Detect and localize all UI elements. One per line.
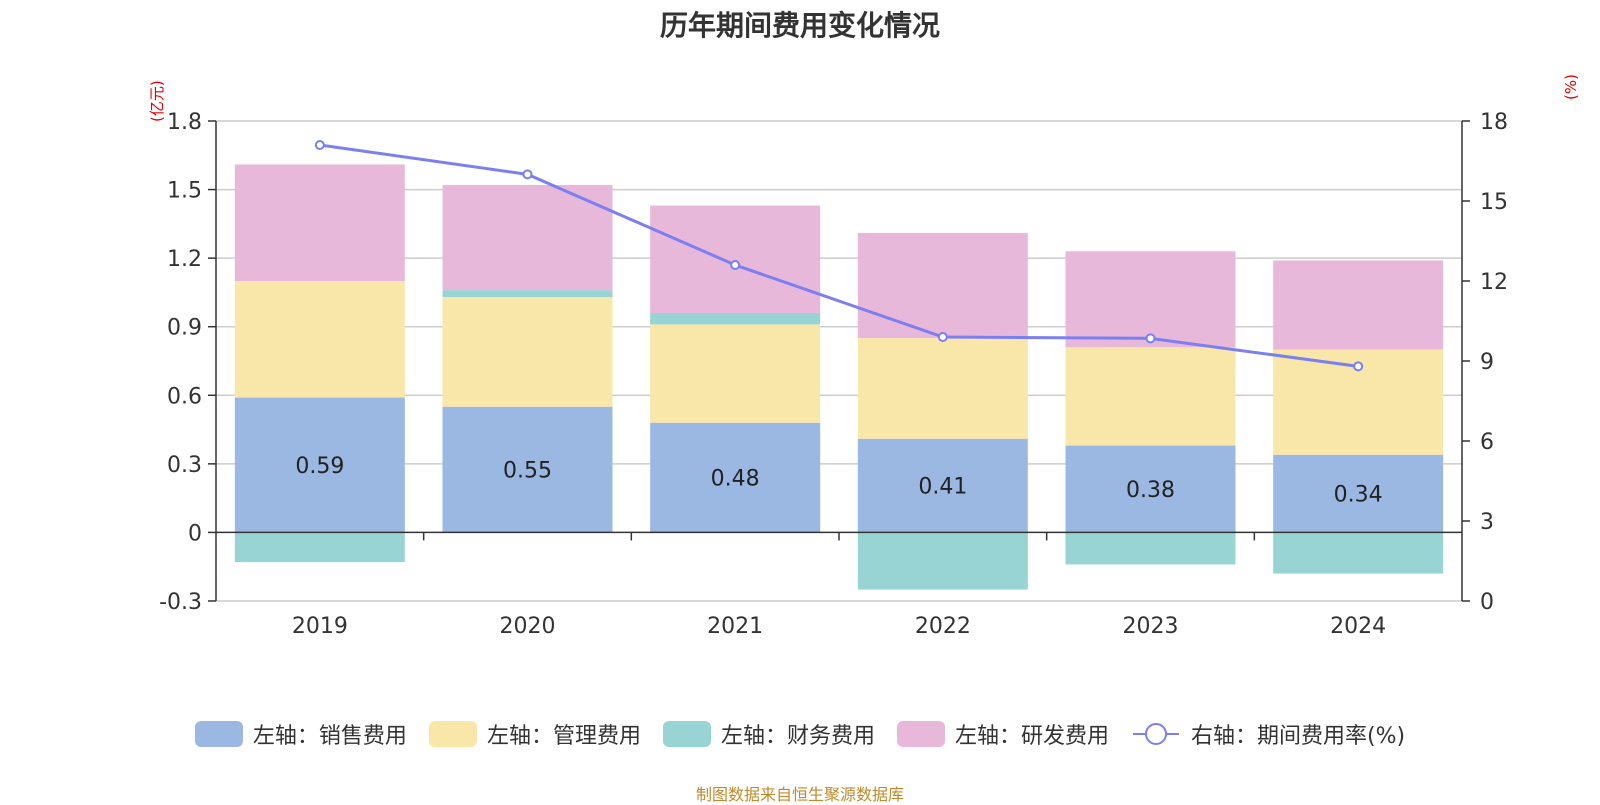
legend-item-admin[interactable]: 左轴：管理费用: [428, 718, 641, 750]
right-axis-tick-label: 12: [1480, 270, 1508, 295]
left-axis-unit: (亿元): [148, 80, 166, 122]
data-label-sales-2022: 0.41: [918, 475, 967, 500]
legend-item-sales[interactable]: 左轴：销售费用: [194, 718, 407, 750]
left-axis-tick-label: 1.5: [167, 179, 202, 204]
bar-rd-2024: [1273, 260, 1444, 350]
bar-sales-2022: [857, 438, 1028, 533]
bar-rd-2021: [650, 205, 821, 313]
left-axis-tick-label: 1.2: [167, 247, 202, 272]
bar-sales-2024: [1273, 454, 1444, 533]
bar-finance-2020: [442, 290, 613, 297]
left-axis-tick-label: 0.9: [167, 316, 202, 341]
x-axis-label-2021: 2021: [707, 614, 763, 639]
left-axis-tick-label: 1.8: [167, 110, 202, 135]
x-axis-label-2019: 2019: [292, 614, 348, 639]
expense-rate-point-2019: [314, 140, 325, 150]
expense-rate-point-2023: [1145, 333, 1156, 344]
left-axis-tick-label: 0: [188, 521, 202, 546]
bar-admin-2023: [1065, 347, 1236, 446]
expense-rate-line: [319, 143, 1359, 368]
bar-admin-2021: [650, 324, 821, 423]
legend-item-finance[interactable]: 左轴：财务费用: [662, 718, 875, 750]
data-label-sales-2019: 0.59: [295, 454, 344, 479]
left-axis-tick-label: 0.3: [167, 453, 202, 478]
right-axis-tick-label: 3: [1480, 510, 1494, 535]
legend-label-sales: 左轴：销售费用: [252, 724, 407, 749]
right-axis-tick-label: 6: [1480, 430, 1494, 455]
expense-rate-point-2022: [937, 332, 948, 342]
bar-sales-2019: [234, 397, 405, 533]
legend-swatch-sales: [194, 721, 243, 747]
legend-item-rate[interactable]: 右轴：期间费用率(%): [1131, 718, 1405, 750]
bar-finance-2022: [857, 532, 1028, 590]
legend-swatch-rate: [1132, 723, 1179, 745]
bar-admin-2022: [857, 338, 1028, 439]
expense-rate-point-2021: [730, 260, 741, 270]
left-axis-tick-label: 0.6: [167, 384, 202, 409]
data-label-sales-2023: 0.38: [1126, 478, 1175, 503]
expense-rate-point-2020: [522, 169, 533, 180]
chart-title: 历年期间费用变化情况: [659, 9, 940, 42]
bar-rd-2023: [1065, 251, 1236, 348]
bar-admin-2019: [234, 281, 405, 398]
data-label-sales-2024: 0.34: [1334, 483, 1383, 508]
bar-rd-2020: [442, 185, 613, 291]
legend-label-finance: 左轴：财务费用: [720, 724, 875, 749]
bar-rd-2022: [857, 233, 1028, 339]
data-label-sales-2021: 0.48: [711, 467, 760, 492]
x-axis-label-2022: 2022: [915, 614, 971, 639]
right-axis-tick-label: 0: [1480, 590, 1494, 615]
right-axis-tick-label: 15: [1480, 190, 1508, 215]
bar-finance-2019: [234, 532, 405, 563]
legend-swatch-rd: [896, 721, 945, 747]
x-axis-label-2023: 2023: [1123, 614, 1179, 639]
bar-admin-2020: [442, 297, 613, 407]
legend: 左轴：销售费用 左轴：管理费用 左轴：财务费用 左轴：研发费用 右轴：期间费用率…: [0, 718, 1600, 750]
left-axis-tick-label: -0.3: [159, 590, 202, 615]
bar-sales-2021: [650, 422, 821, 533]
data-label-sales-2020: 0.55: [503, 459, 552, 484]
legend-label-rd: 左轴：研发费用: [954, 724, 1109, 749]
right-axis-tick-label: 9: [1480, 350, 1494, 375]
bar-sales-2023: [1065, 445, 1236, 533]
legend-label-admin: 左轴：管理费用: [486, 724, 641, 749]
bar-rd-2019: [234, 164, 405, 281]
legend-label-rate: 右轴：期间费用率(%): [1190, 724, 1406, 749]
legend-item-rd[interactable]: 左轴：研发费用: [896, 718, 1109, 750]
legend-swatch-admin: [428, 721, 477, 747]
bar-finance-2023: [1065, 532, 1236, 565]
expense-rate-point-2024: [1353, 361, 1364, 372]
right-axis-unit: (%): [1562, 74, 1580, 100]
bar-sales-2020: [442, 406, 613, 533]
x-axis-label-2024: 2024: [1330, 614, 1386, 639]
bar-finance-2021: [650, 313, 821, 325]
bar-finance-2024: [1273, 532, 1444, 574]
x-axis-label-2020: 2020: [500, 614, 556, 639]
legend-swatch-finance: [662, 721, 711, 747]
source-note: 制图数据来自恒生聚源数据库: [695, 785, 904, 804]
right-axis-tick-label: 18: [1480, 110, 1508, 135]
